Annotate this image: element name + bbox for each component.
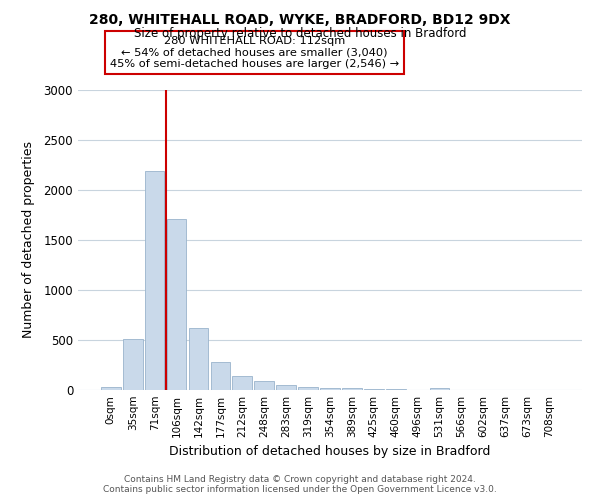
Text: Contains HM Land Registry data © Crown copyright and database right 2024.
Contai: Contains HM Land Registry data © Crown c…	[103, 474, 497, 494]
Bar	[123, 339, 143, 390]
Y-axis label: Number of detached properties: Number of detached properties	[22, 142, 35, 338]
Bar	[232, 376, 252, 390]
Bar	[386, 389, 406, 390]
Bar	[211, 362, 230, 390]
Bar	[298, 386, 318, 390]
X-axis label: Distribution of detached houses by size in Bradford: Distribution of detached houses by size …	[169, 446, 491, 458]
Text: 280, WHITEHALL ROAD, WYKE, BRADFORD, BD12 9DX: 280, WHITEHALL ROAD, WYKE, BRADFORD, BD1…	[89, 12, 511, 26]
Bar	[145, 171, 164, 390]
Bar	[167, 219, 187, 390]
Bar	[320, 388, 340, 390]
Bar	[364, 389, 384, 390]
Bar	[430, 388, 449, 390]
Bar	[101, 387, 121, 390]
Bar	[342, 388, 362, 390]
Text: 280 WHITEHALL ROAD: 112sqm
← 54% of detached houses are smaller (3,040)
45% of s: 280 WHITEHALL ROAD: 112sqm ← 54% of deta…	[110, 36, 399, 69]
Bar	[276, 385, 296, 390]
Text: Size of property relative to detached houses in Bradford: Size of property relative to detached ho…	[134, 28, 466, 40]
Bar	[188, 328, 208, 390]
Bar	[254, 380, 274, 390]
